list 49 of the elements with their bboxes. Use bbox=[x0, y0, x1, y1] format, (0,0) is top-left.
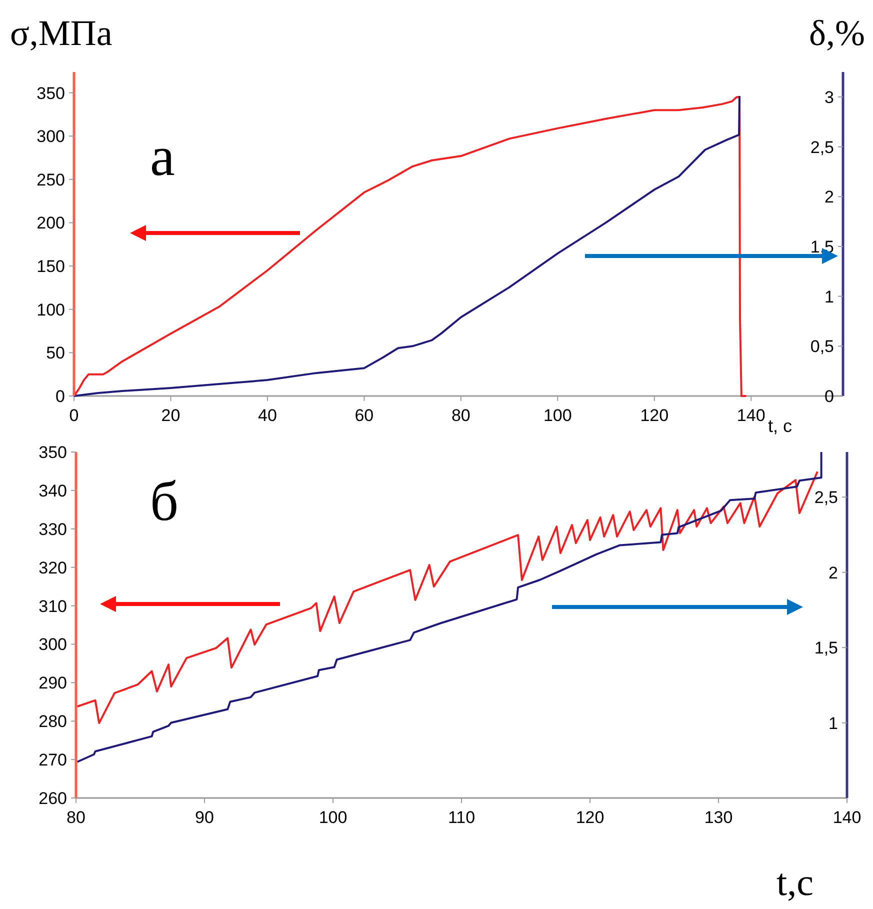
y2-tick-label: 1 bbox=[824, 287, 834, 306]
y-tick-label: 250 bbox=[36, 170, 65, 190]
x-tick-label: 130 bbox=[704, 808, 733, 827]
y2-tick-label: 1 bbox=[828, 714, 838, 733]
y2-axis-title: δ,% bbox=[809, 13, 865, 53]
y-tick-label: 350 bbox=[38, 443, 67, 462]
x-tick-label: 40 bbox=[258, 406, 277, 425]
y-tick-label: 0 bbox=[56, 387, 65, 406]
y-tick-label: 310 bbox=[38, 596, 67, 616]
x-axis-title: t, c bbox=[768, 416, 792, 436]
y-tick-label: 330 bbox=[38, 520, 67, 539]
x-tick-label: 120 bbox=[640, 406, 669, 425]
y-tick-label: 150 bbox=[36, 257, 65, 276]
x-tick-label: 0 bbox=[69, 406, 79, 425]
x-tick-label: 100 bbox=[543, 406, 572, 425]
y-axis-title: σ,МПа bbox=[10, 13, 112, 53]
x-tick-label: 80 bbox=[66, 808, 86, 827]
annotation: а bbox=[150, 126, 175, 188]
y-tick-label: 200 bbox=[36, 214, 65, 233]
x-tick-label: 80 bbox=[451, 406, 470, 425]
y2-tick-label: 2,5 bbox=[810, 138, 834, 157]
x-tick-label: 140 bbox=[736, 406, 766, 425]
y-tick-label: 50 bbox=[46, 344, 65, 363]
y2-tick-label: 2 bbox=[828, 563, 838, 582]
annotation: б bbox=[150, 471, 178, 533]
y2-tick-label: 3 bbox=[824, 88, 834, 107]
y-tick-label: 270 bbox=[38, 750, 67, 770]
y2-tick-label: 0,5 bbox=[810, 337, 834, 356]
x-tick-label: 90 bbox=[195, 808, 214, 827]
y-tick-label: 300 bbox=[38, 635, 67, 654]
y-tick-label: 340 bbox=[38, 481, 67, 500]
y-tick-label: 350 bbox=[36, 84, 65, 103]
y-tick-label: 260 bbox=[38, 789, 67, 808]
x-tick-label: 110 bbox=[448, 808, 476, 827]
y2-tick-label: 2 bbox=[824, 188, 834, 207]
x-axis-title: t,c bbox=[776, 862, 814, 904]
x-tick-label: 20 bbox=[161, 406, 180, 425]
y-tick-label: 300 bbox=[36, 127, 65, 146]
y-tick-label: 290 bbox=[38, 674, 67, 693]
y2-tick-label: 1,5 bbox=[814, 638, 838, 658]
x-tick-label: 60 bbox=[354, 406, 374, 425]
y2-tick-label: 2,5 bbox=[814, 488, 838, 508]
y-tick-label: 320 bbox=[38, 558, 67, 578]
y-tick-label: 100 bbox=[36, 300, 65, 320]
x-tick-label: 140 bbox=[832, 808, 862, 827]
x-tick-label: 120 bbox=[576, 808, 604, 827]
x-tick-label: 100 bbox=[318, 808, 348, 827]
y-tick-label: 280 bbox=[38, 712, 67, 732]
y2-tick-label: 0 bbox=[824, 387, 834, 406]
